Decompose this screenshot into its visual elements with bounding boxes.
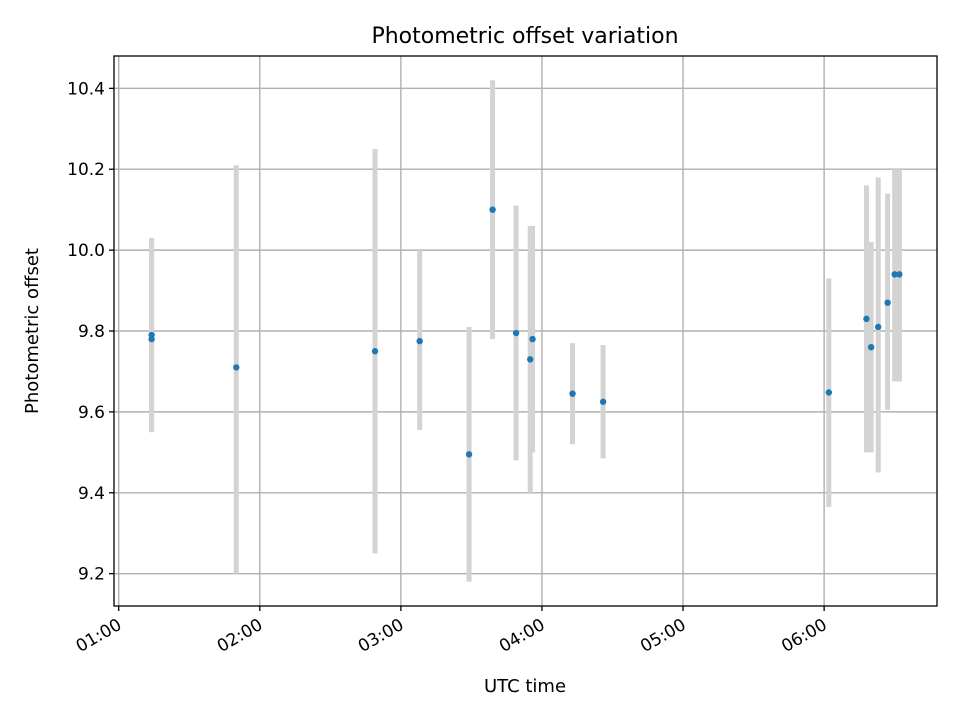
data-point xyxy=(233,364,240,371)
data-point xyxy=(896,271,903,278)
y-tick-label: 9.2 xyxy=(78,565,105,585)
x-tick-label: 04:00 xyxy=(496,615,548,657)
y-tick-label: 9.4 xyxy=(78,484,105,504)
y-tick-label: 10.2 xyxy=(67,160,105,180)
grid xyxy=(114,56,937,606)
chart-title: Photometric offset variation xyxy=(371,24,678,49)
y-tick-label: 10.4 xyxy=(67,79,105,99)
data-point xyxy=(875,323,882,331)
x-tick-label: 05:00 xyxy=(637,615,689,657)
x-tick-label: 03:00 xyxy=(355,615,407,657)
y-tick-label: 9.8 xyxy=(78,322,105,342)
data-point xyxy=(825,389,833,396)
data-point xyxy=(489,206,496,213)
data-point xyxy=(891,271,898,278)
x-tick-label: 01:00 xyxy=(73,615,125,657)
x-axis-label: UTC time xyxy=(484,676,566,697)
data-point xyxy=(527,356,534,363)
x-tick-label: 02:00 xyxy=(214,615,266,657)
data-points xyxy=(148,206,903,458)
data-point xyxy=(867,343,875,351)
data-point xyxy=(465,451,473,458)
y-axis-label: Photometric offset xyxy=(22,248,43,414)
data-point xyxy=(863,315,870,323)
x-tick-label: 06:00 xyxy=(778,615,830,657)
data-point xyxy=(599,398,607,405)
data-point xyxy=(512,329,520,337)
data-point xyxy=(884,299,891,306)
y-axis-ticks: 9.2 9.4 9.6 9.8 10.0 10.2 10.4 xyxy=(67,79,114,585)
x-axis-ticks: 01:00 02:00 03:00 04:00 05:00 06:00 xyxy=(73,606,831,657)
data-point xyxy=(416,337,423,345)
data-point xyxy=(529,335,536,343)
y-tick-label: 10.0 xyxy=(67,241,105,261)
y-tick-label: 9.6 xyxy=(78,403,105,423)
data-point xyxy=(371,348,379,355)
data-point xyxy=(569,390,576,397)
data-point xyxy=(148,335,155,343)
